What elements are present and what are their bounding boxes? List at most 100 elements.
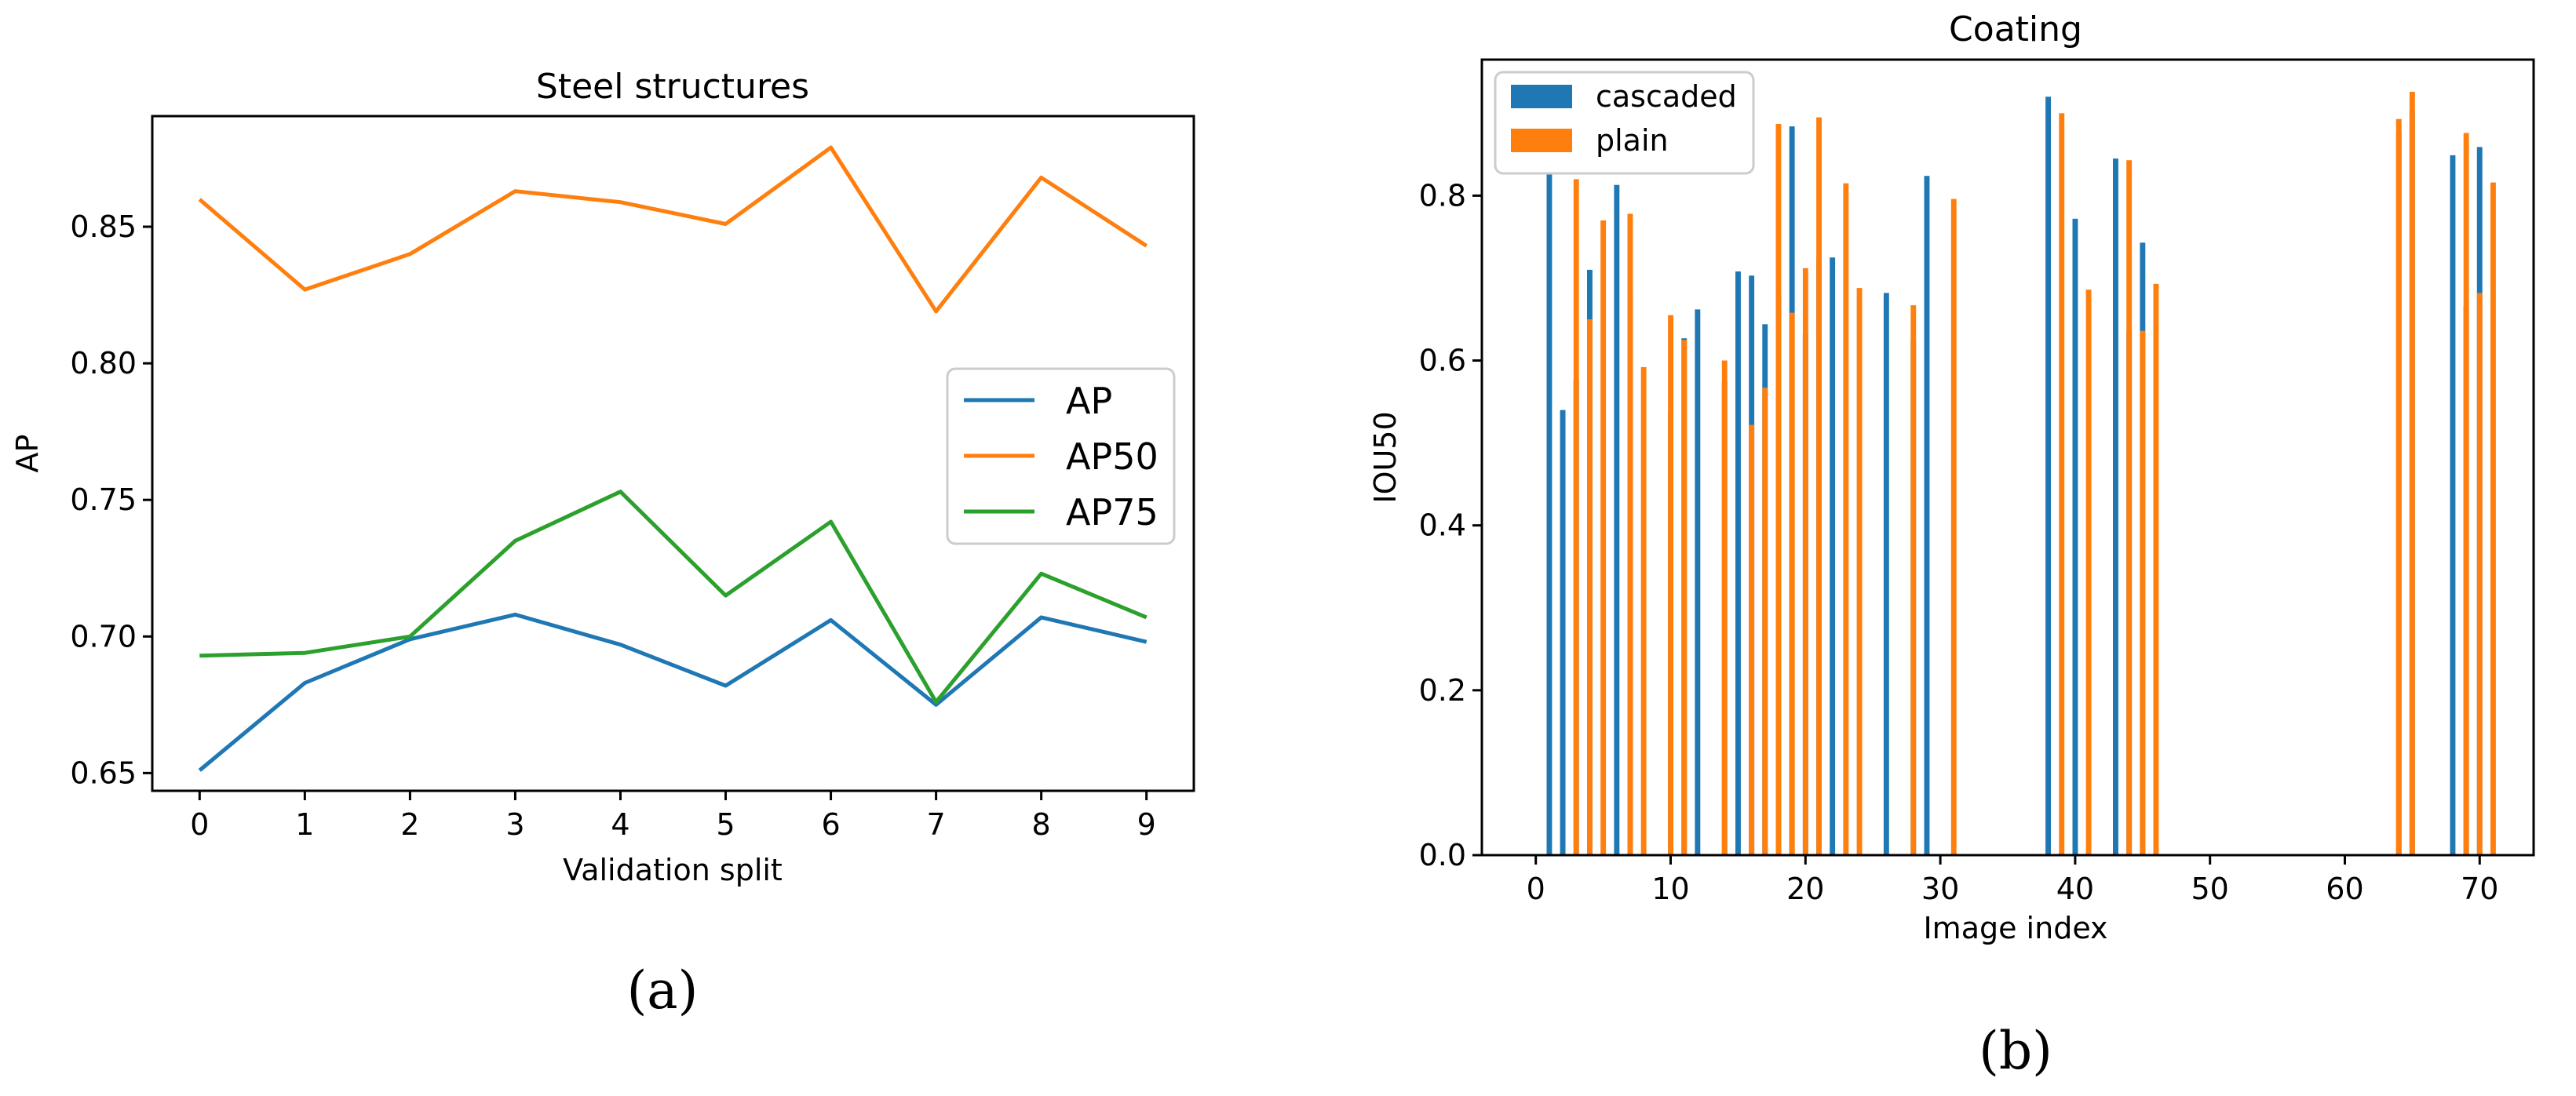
bar-plain xyxy=(2490,182,2496,856)
y-tick-label: 0.75 xyxy=(70,482,137,517)
bar-plain xyxy=(1802,268,1808,855)
legend-swatch-plain xyxy=(1511,129,1572,152)
y-tick-label: 0.0 xyxy=(1419,838,1466,872)
bar-cascaded xyxy=(2045,96,2051,856)
bar-plain xyxy=(2395,118,2402,855)
bar-chart-y-label: IOU50 xyxy=(1368,411,1403,503)
bar-plain xyxy=(2085,289,2092,855)
legend-label-ap: AP xyxy=(1066,380,1112,422)
y-tick-label: 0.4 xyxy=(1419,508,1466,543)
x-tick-label: 70 xyxy=(2461,872,2498,906)
x-tick-label: 0 xyxy=(190,807,209,842)
line-chart-legend: AP AP50 AP75 xyxy=(946,367,1176,545)
bar-cascaded xyxy=(2450,155,2456,855)
x-tick-label: 7 xyxy=(927,807,946,842)
legend-swatch-cascaded xyxy=(1511,85,1572,108)
bar-chart-legend: cascaded plain xyxy=(1494,71,1755,175)
legend-label-ap75: AP75 xyxy=(1066,491,1158,533)
line-chart-frame xyxy=(151,115,1195,792)
legend-box xyxy=(946,367,1176,545)
bar-plain xyxy=(1668,315,1673,855)
bar-plain xyxy=(1600,220,1607,855)
bar-plain xyxy=(1721,360,1728,855)
bar-plain xyxy=(1587,319,1593,855)
bar-chart-title: Coating xyxy=(1949,9,2082,49)
bar-plain xyxy=(1749,424,1755,855)
y-tick-label: 0.70 xyxy=(70,619,137,654)
bar-plain xyxy=(2153,283,2159,855)
bar-plain xyxy=(1775,124,1782,855)
x-tick-label: 10 xyxy=(1651,872,1689,906)
x-tick-label: 2 xyxy=(400,807,419,842)
line-chart-title: Steel structures xyxy=(536,67,809,107)
bar-chart-x-label: Image index xyxy=(1923,911,2107,945)
y-tick-label: 0.2 xyxy=(1419,673,1466,708)
bar-chart-plot-area xyxy=(1546,92,2496,856)
x-tick-label: 1 xyxy=(295,807,314,842)
panel-label-b: (b) xyxy=(1979,1021,2052,1081)
line-chart-y-label: AP xyxy=(10,435,45,473)
bar-cascaded xyxy=(1924,176,1930,855)
legend-label-ap50: AP50 xyxy=(1066,435,1158,478)
line-chart-panel: Steel structures 0 1 2 3 4 5 6 7 8 9 0.65 0.70 0.75… xyxy=(10,67,1195,1021)
bar-plain xyxy=(1843,183,1849,856)
x-tick-label: 50 xyxy=(2191,872,2229,906)
bar-cascaded xyxy=(2113,158,2118,856)
legend-label-cascaded: cascaded xyxy=(1596,79,1737,114)
bar-plain xyxy=(2476,293,2483,855)
bar-plain xyxy=(1573,179,1579,855)
x-tick-label: 3 xyxy=(505,807,524,842)
y-tick-label: 0.6 xyxy=(1419,344,1466,378)
x-tick-label: 8 xyxy=(1032,807,1051,842)
line-chart-x-axis: 0 1 2 3 4 5 6 7 8 9 xyxy=(190,791,1156,842)
bar-plain xyxy=(1762,388,1768,855)
line-chart-plot-area xyxy=(198,145,1148,772)
x-tick-label: 6 xyxy=(821,807,840,842)
x-tick-label: 0 xyxy=(1527,872,1545,906)
bar-plain xyxy=(1627,213,1633,855)
bar-chart-x-axis: 0 10 20 30 40 50 60 70 xyxy=(1527,855,2498,906)
x-tick-label: 20 xyxy=(1786,872,1824,906)
bar-plain xyxy=(1816,117,1822,856)
bar-plain xyxy=(1856,288,1863,856)
bar-chart-frame xyxy=(1480,58,2535,857)
line-chart-x-label: Validation split xyxy=(563,853,783,887)
bar-cascaded xyxy=(1560,410,1566,855)
bar-plain xyxy=(2463,133,2469,855)
bar-plain xyxy=(2409,92,2415,855)
bar-chart-panel: Coating 0 10 20 30 40 50 60 70 0.00.20.40.60.8 … xyxy=(1368,9,2535,1081)
line-chart-y-axis: 0.65 0.70 0.75 0.80 0.85 xyxy=(70,209,152,790)
bar-cascaded xyxy=(2072,218,2078,855)
x-tick-label: 60 xyxy=(2326,872,2363,906)
bar-cascaded xyxy=(1546,162,1553,856)
bar-cascaded xyxy=(1883,293,1889,855)
bar-plain xyxy=(2059,113,2065,856)
panel-label-a: (a) xyxy=(627,960,699,1021)
x-tick-label: 4 xyxy=(611,807,629,842)
y-tick-label: 0.85 xyxy=(70,209,137,244)
series-line-ap75 xyxy=(199,490,1148,705)
legend-label-plain: plain xyxy=(1596,123,1669,158)
bar-cascaded xyxy=(1695,309,1701,855)
series-line-ap xyxy=(198,612,1148,772)
bar-cascaded xyxy=(1830,257,1836,855)
bar-cascaded xyxy=(1735,271,1741,855)
bar-cascaded xyxy=(1614,184,1620,855)
bar-plain xyxy=(1910,305,1917,856)
x-tick-label: 5 xyxy=(716,807,735,842)
bar-plain xyxy=(1681,340,1688,855)
bar-chart-y-axis: 0.0 0.2 0.4 0.6 0.8 xyxy=(1419,178,1482,872)
y-tick-label: 0.65 xyxy=(70,756,137,790)
y-tick-label: 0.80 xyxy=(70,346,137,381)
bar-plain xyxy=(1950,198,1957,856)
series-line-ap50 xyxy=(198,145,1148,314)
y-tick-label: 0.8 xyxy=(1419,178,1466,213)
bar-plain xyxy=(2126,160,2133,855)
bar-plain xyxy=(2140,330,2146,855)
bar-plain xyxy=(1789,312,1795,856)
x-tick-label: 30 xyxy=(1921,872,1959,906)
bar-plain xyxy=(1640,366,1647,855)
x-tick-label: 40 xyxy=(2056,872,2094,906)
x-tick-label: 9 xyxy=(1137,807,1156,842)
